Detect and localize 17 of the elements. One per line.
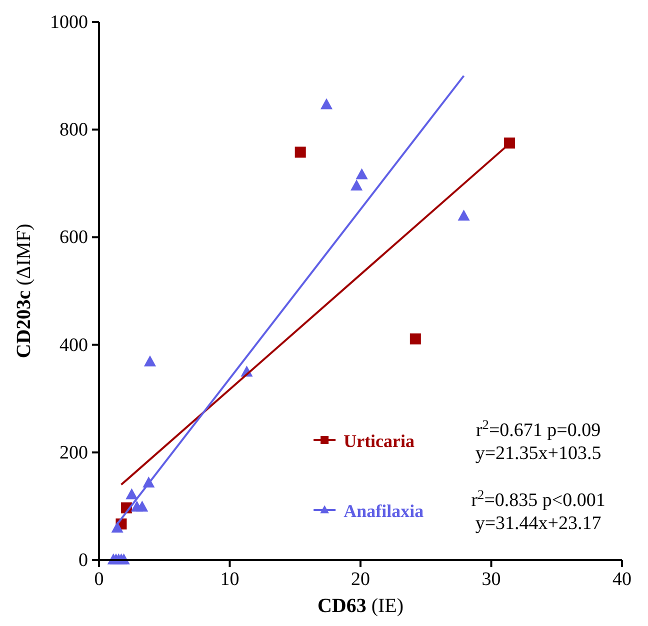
x-axis-title: CD63 (IE)	[317, 595, 404, 617]
x-tick-label: 20	[351, 569, 370, 590]
x-tick-label: 40	[612, 569, 632, 590]
legend-label: Anafilaxia	[344, 501, 424, 521]
annotation: r$^{2}$=0.835 p<0.001 y=31.44x+23.17	[471, 486, 606, 534]
y-tick-label: 1000	[50, 12, 88, 33]
y-tick-label: 400	[60, 334, 88, 356]
y-axis-title: CD203c (ΔIMF)	[13, 224, 35, 358]
y-tick-label: 200	[60, 442, 88, 464]
x-tick-label: 30	[482, 569, 501, 590]
x-tick-label: 0	[94, 569, 104, 590]
annotation: r$^{2}$=0.671 p=0.09 y=21.35x+103.5	[475, 416, 602, 464]
y-tick-label: 0	[78, 550, 88, 571]
x-tick-label: 10	[220, 569, 240, 590]
y-tick-label: 800	[60, 120, 88, 141]
legend-label: Urticaria	[344, 431, 415, 451]
y-tick-label: 600	[60, 227, 88, 248]
